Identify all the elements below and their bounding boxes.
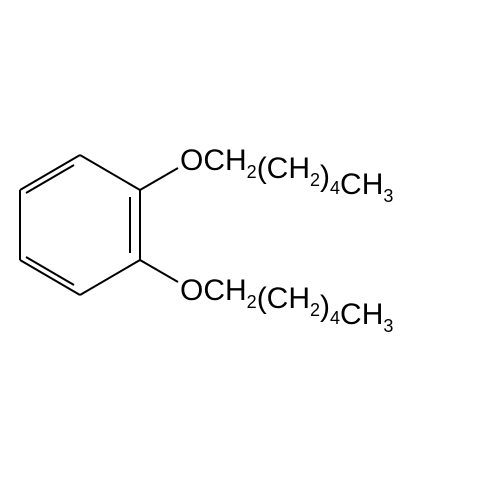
- ring-bond: [20, 260, 80, 295]
- ring-bond: [80, 260, 140, 295]
- substituent-bond: [140, 168, 178, 190]
- substituent-formula-1: OCH2(CH2)4CH3: [180, 144, 393, 206]
- ring-bond: [80, 155, 140, 190]
- ring-double-bond: [26, 257, 74, 285]
- substituent-formula-2: OCH2(CH2)4CH3: [180, 274, 393, 336]
- ring-double-bond: [26, 165, 74, 193]
- chemical-structure-diagram: OCH2(CH2)4CH3 OCH2(CH2)4CH3: [0, 0, 500, 500]
- substituent-bond: [140, 260, 178, 282]
- ring-bond: [20, 155, 80, 190]
